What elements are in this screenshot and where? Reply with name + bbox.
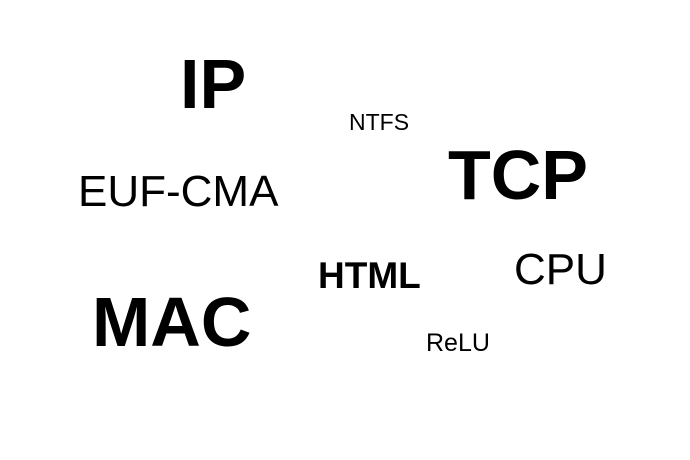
word-cpu: CPU xyxy=(514,245,607,294)
word-euf-cma: EUF-CMA xyxy=(78,167,279,216)
word-tcp: TCP xyxy=(448,136,588,214)
word-html: HTML xyxy=(318,255,421,296)
word-ip: IP xyxy=(180,45,247,123)
word-mac: MAC xyxy=(92,283,252,361)
word-ntfs: NTFS xyxy=(349,109,410,135)
word-relu: ReLU xyxy=(426,329,490,357)
